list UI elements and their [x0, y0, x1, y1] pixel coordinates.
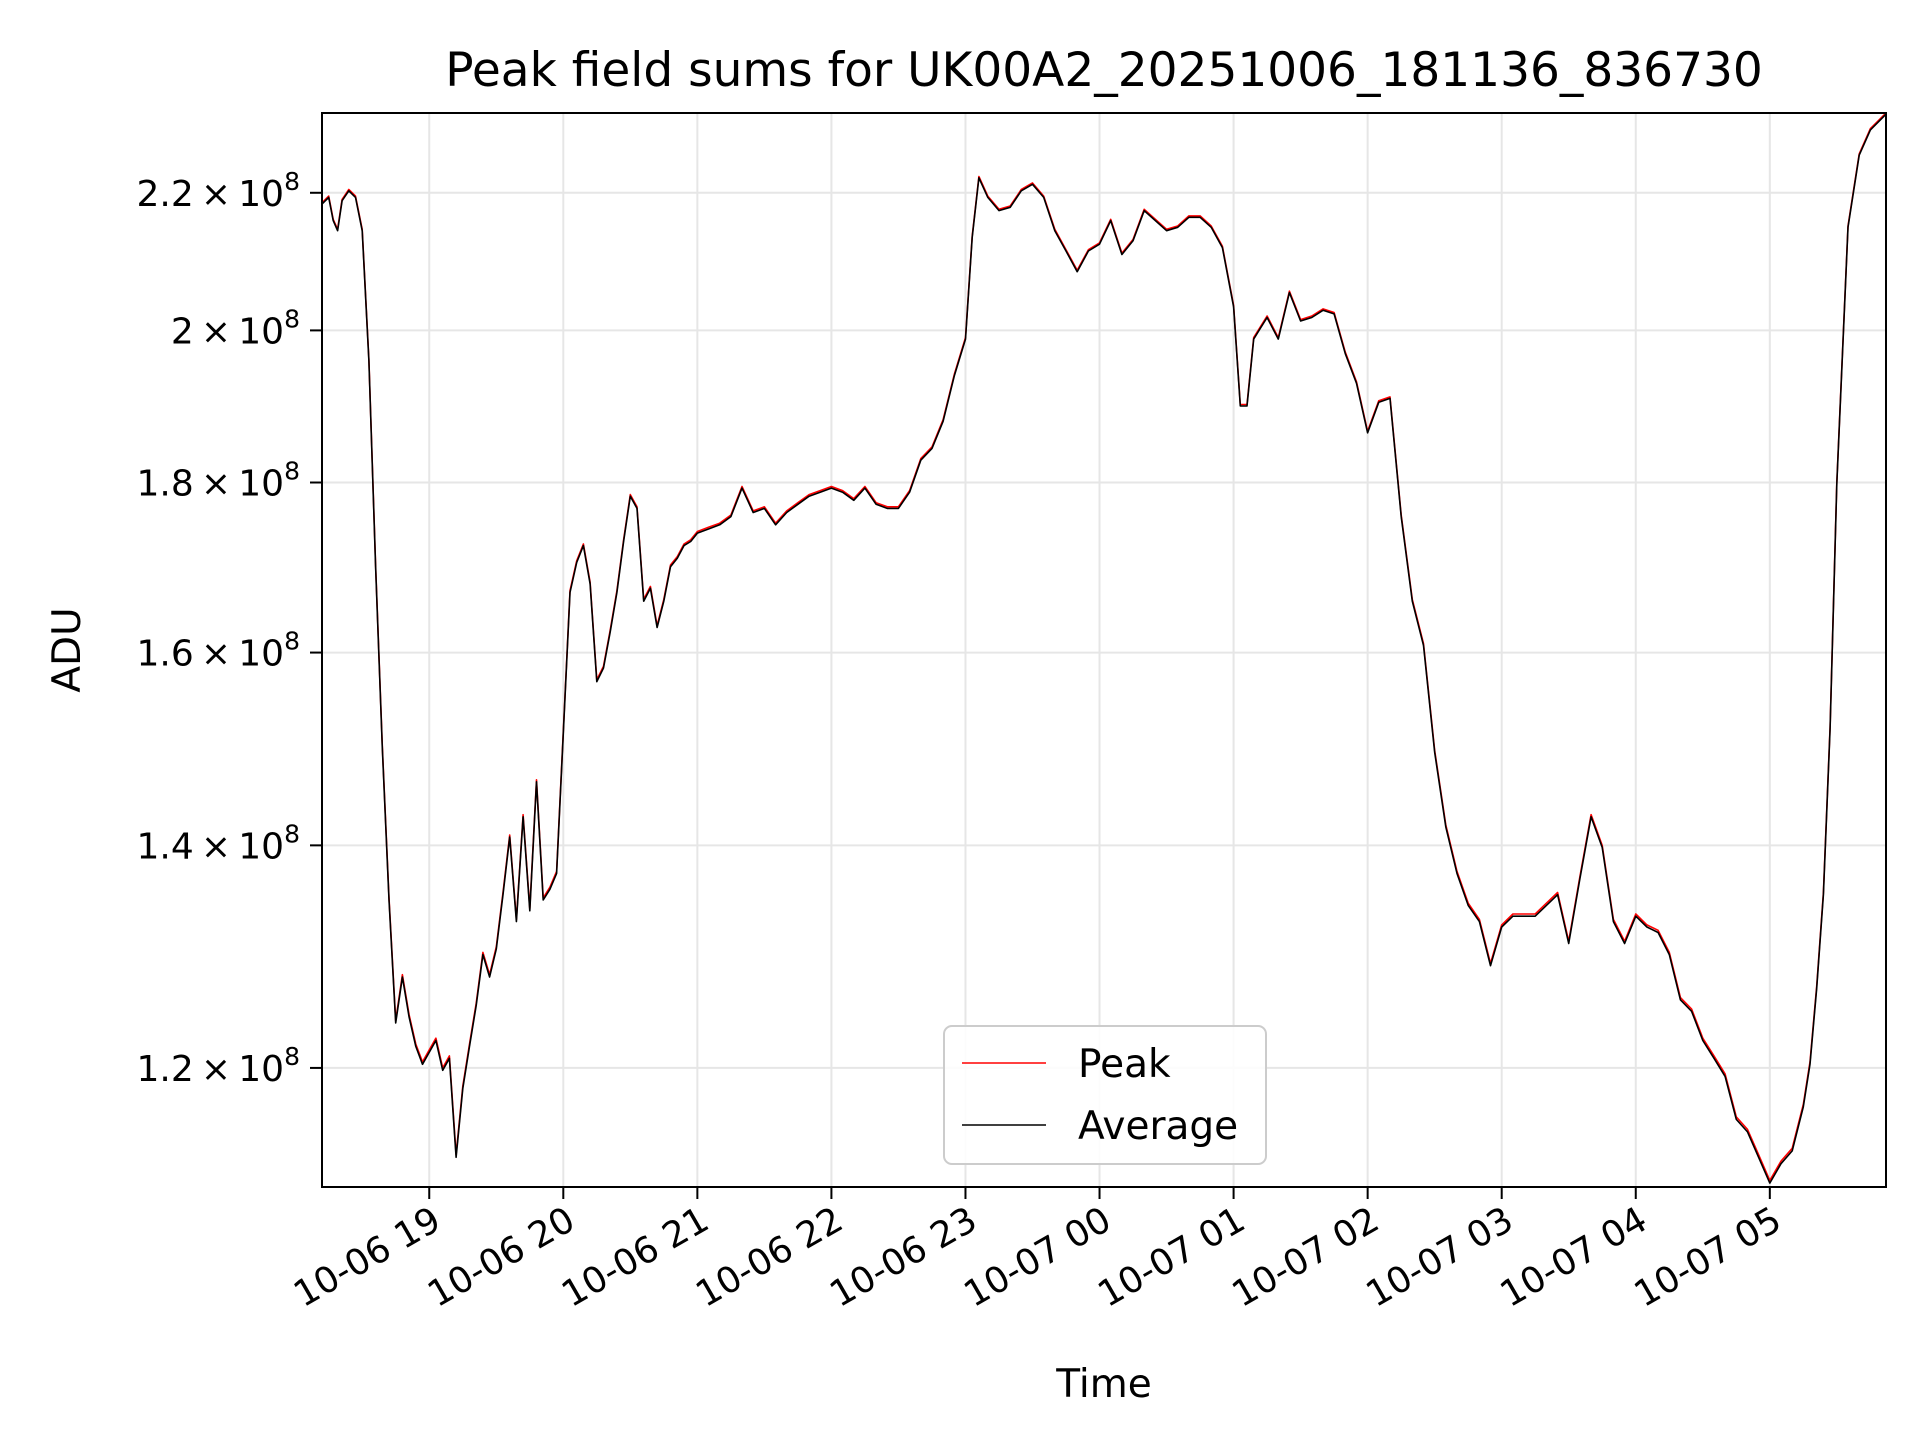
- x-axis-label: Time: [1055, 1362, 1151, 1407]
- legend-box: [943, 1025, 1267, 1165]
- legend: Peak Average: [943, 1025, 1267, 1165]
- grid-lines: [322, 113, 1886, 1187]
- plot-area: [322, 113, 1886, 1184]
- legend-label-average: Average: [1078, 1104, 1238, 1149]
- plot-frame: [321, 112, 1887, 1188]
- y-tick-label: 1.8 × 108: [136, 457, 300, 505]
- y-tick-label: 2.2 × 108: [136, 167, 300, 215]
- y-tick-label: 1.4 × 108: [136, 819, 300, 867]
- legend-label-peak: Peak: [1078, 1042, 1171, 1087]
- y-tick-label: 2 × 108: [171, 304, 300, 352]
- y-tick-label: 1.2 × 108: [136, 1042, 300, 1090]
- y-axis-label: ADU: [45, 607, 90, 692]
- series-line-average: [322, 113, 1886, 1184]
- y-axis: 1.2 × 108 1.4 × 108 1.6 × 108 1.8 × 108 2 × …: [136, 167, 322, 1090]
- chart-title: Peak field sums for UK00A2_20251006_1811…: [445, 43, 1763, 98]
- y-tick-label: 1.6 × 108: [136, 627, 300, 675]
